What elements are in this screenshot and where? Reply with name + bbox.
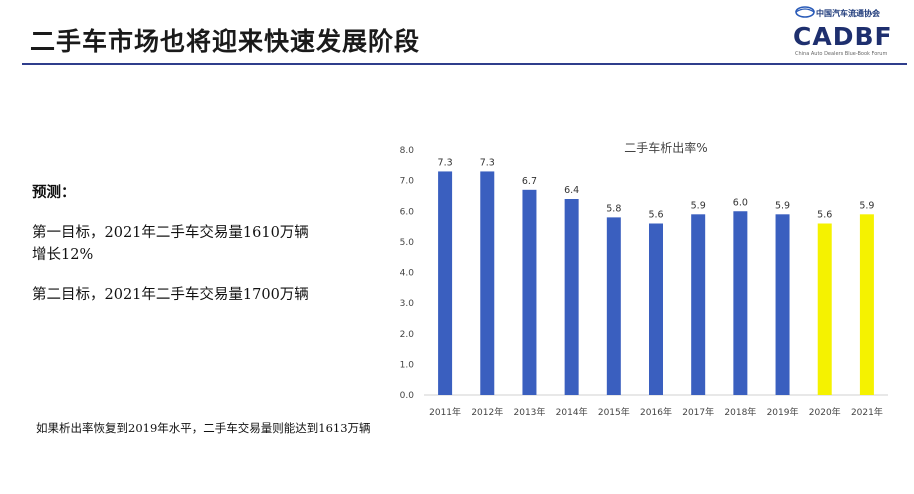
y-tick-label: 6.0 bbox=[400, 207, 415, 217]
x-tick-label: 2014年 bbox=[556, 406, 588, 418]
x-tick-label: 2017年 bbox=[682, 406, 714, 418]
x-tick-label: 2020年 bbox=[809, 406, 841, 418]
chart-title: 二手车析出率% bbox=[624, 140, 707, 155]
data-bar bbox=[564, 199, 579, 395]
y-tick-label: 1.0 bbox=[400, 360, 415, 370]
data-bar bbox=[606, 217, 621, 395]
y-tick-label: 7.0 bbox=[400, 177, 415, 187]
data-label: 5.6 bbox=[648, 210, 663, 221]
globe-icon bbox=[795, 6, 815, 18]
x-tick-label: 2015年 bbox=[598, 406, 630, 418]
slide-title: 二手车市场也将迎来快速发展阶段 bbox=[30, 27, 421, 56]
data-bar bbox=[733, 211, 748, 395]
data-label: 6.0 bbox=[733, 197, 748, 208]
x-tick-label: 2018年 bbox=[724, 406, 756, 418]
data-bar bbox=[438, 171, 453, 395]
y-tick-label: 0.0 bbox=[400, 391, 415, 401]
data-label: 5.9 bbox=[859, 200, 874, 211]
data-label: 5.9 bbox=[691, 200, 706, 211]
x-tick-label: 2019年 bbox=[767, 406, 799, 418]
forecast-text: 预测： 第一目标，2021年二手车交易量1610万辆 增长12% 第二目标，20… bbox=[32, 182, 372, 306]
bar-chart: 二手车析出率% 0.0 1.0 2.0 3.0 4.0 5.0 6.0 7.0 8.0 7.3 201… bbox=[400, 140, 888, 418]
x-tick-label: 2021年 bbox=[851, 406, 883, 418]
data-label: 7.3 bbox=[438, 157, 453, 168]
x-tick-label: 2016年 bbox=[640, 406, 672, 418]
data-bar bbox=[775, 214, 790, 395]
logo-org-name: 中国汽车流通协会 bbox=[816, 8, 880, 18]
data-label: 5.6 bbox=[817, 210, 832, 221]
cadbf-logo: 中国汽车流通协会 CADBF China Auto Dealers Blue-B… bbox=[790, 4, 908, 62]
y-tick-label: 4.0 bbox=[400, 269, 415, 279]
forecast-bar bbox=[859, 214, 874, 395]
x-tick-label: 2011年 bbox=[429, 406, 461, 418]
data-label: 6.4 bbox=[564, 185, 579, 196]
data-label: 7.3 bbox=[480, 157, 495, 168]
data-bar bbox=[522, 189, 537, 395]
logo-brand: CADBF bbox=[793, 22, 893, 51]
goal-1-line-2: 增长12% bbox=[32, 247, 94, 263]
data-label: 5.9 bbox=[775, 200, 790, 211]
y-tick-label: 8.0 bbox=[400, 146, 415, 156]
y-tick-label: 3.0 bbox=[400, 299, 415, 309]
goal-2: 第二目标，2021年二手车交易量1700万辆 bbox=[32, 287, 309, 303]
x-tick-label: 2012年 bbox=[471, 406, 503, 418]
goal-1-line-1: 第一目标，2021年二手车交易量1610万辆 bbox=[32, 225, 309, 241]
data-label: 5.8 bbox=[606, 203, 621, 214]
data-bar bbox=[480, 171, 495, 395]
footnote: 如果析出率恢复到2019年水平，二手车交易量则能达到1613万辆 bbox=[36, 421, 371, 435]
forecast-bar bbox=[817, 223, 832, 395]
data-bar bbox=[649, 223, 663, 395]
title-divider bbox=[22, 63, 907, 65]
forecast-heading: 预测： bbox=[32, 184, 76, 201]
data-label: 6.7 bbox=[522, 176, 537, 187]
x-tick-label: 2013年 bbox=[514, 406, 546, 418]
logo-subtitle: China Auto Dealers Blue-Book Forum bbox=[795, 51, 888, 57]
y-tick-label: 2.0 bbox=[400, 330, 415, 340]
data-bar bbox=[691, 214, 706, 395]
y-tick-label: 5.0 bbox=[400, 238, 415, 248]
